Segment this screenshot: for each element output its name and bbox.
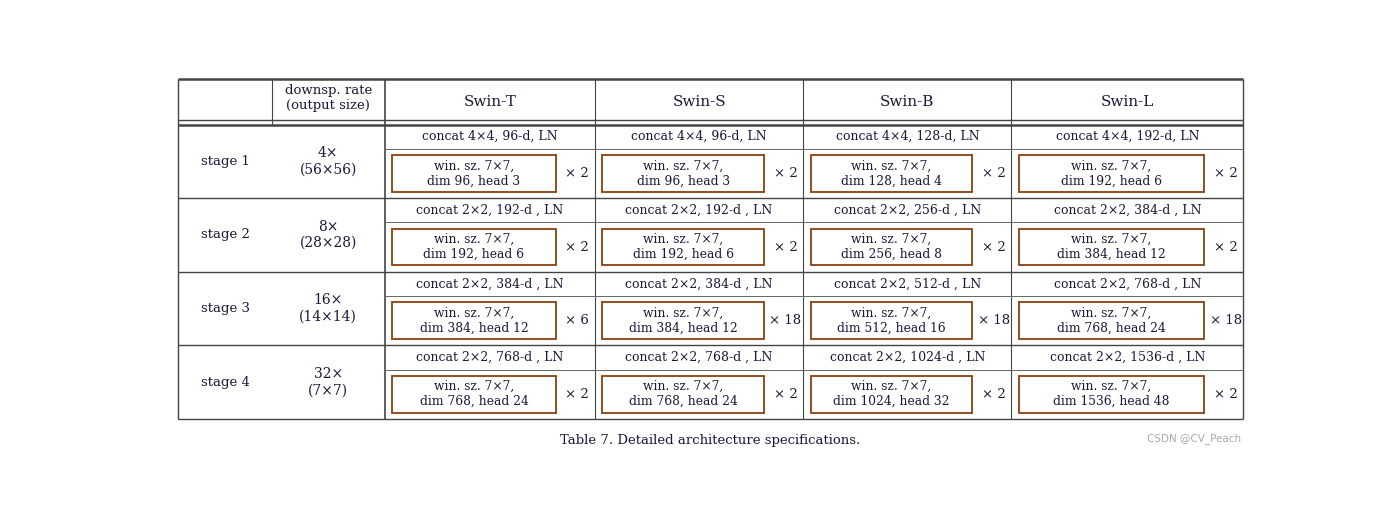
Bar (392, 376, 555, 412)
Text: × 2: × 2 (565, 388, 589, 401)
Text: win. sz. 7×7,
dim 768, head 24: win. sz. 7×7, dim 768, head 24 (1057, 307, 1166, 335)
Bar (392, 155, 555, 192)
Text: Swin-S: Swin-S (672, 94, 726, 109)
Text: concat 4×4, 96-d, LN: concat 4×4, 96-d, LN (422, 130, 558, 143)
Bar (1019, 155, 1204, 192)
Text: × 18: × 18 (978, 314, 1010, 327)
Text: win. sz. 7×7,
dim 256, head 8: win. sz. 7×7, dim 256, head 8 (841, 233, 942, 261)
Text: concat 2×2, 768-d , LN: concat 2×2, 768-d , LN (626, 351, 773, 364)
Text: × 2: × 2 (982, 388, 1006, 401)
Text: Swin-B: Swin-B (879, 94, 935, 109)
Bar (392, 229, 555, 265)
Text: × 6: × 6 (565, 314, 589, 327)
Text: win. sz. 7×7,
dim 512, head 16: win. sz. 7×7, dim 512, head 16 (837, 307, 946, 335)
Text: CSDN @CV_Peach: CSDN @CV_Peach (1147, 433, 1241, 443)
Text: win. sz. 7×7,
dim 1024, head 32: win. sz. 7×7, dim 1024, head 32 (834, 380, 950, 408)
Text: concat 2×2, 768-d , LN: concat 2×2, 768-d , LN (416, 351, 564, 364)
Text: concat 2×2, 256-d , LN: concat 2×2, 256-d , LN (834, 204, 981, 217)
Bar (392, 302, 555, 339)
Bar (810, 376, 972, 412)
Text: × 2: × 2 (774, 388, 798, 401)
Text: win. sz. 7×7,
dim 192, head 6: win. sz. 7×7, dim 192, head 6 (424, 233, 525, 261)
Text: stage 2: stage 2 (201, 229, 249, 241)
Text: × 2: × 2 (774, 167, 798, 180)
Text: × 2: × 2 (774, 240, 798, 253)
Text: Table 7. Detailed architecture specifications.: Table 7. Detailed architecture specifica… (560, 434, 860, 447)
Text: × 2: × 2 (1213, 388, 1237, 401)
Text: concat 2×2, 384-d , LN: concat 2×2, 384-d , LN (416, 277, 564, 291)
Bar (810, 155, 972, 192)
Bar (810, 302, 972, 339)
Text: win. sz. 7×7,
dim 1536, head 48: win. sz. 7×7, dim 1536, head 48 (1053, 380, 1170, 408)
Text: concat 4×4, 192-d, LN: concat 4×4, 192-d, LN (1055, 130, 1199, 143)
Text: win. sz. 7×7,
dim 96, head 3: win. sz. 7×7, dim 96, head 3 (428, 160, 521, 187)
Text: stage 3: stage 3 (201, 302, 249, 315)
Text: win. sz. 7×7,
dim 768, head 24: win. sz. 7×7, dim 768, head 24 (629, 380, 738, 408)
Text: concat 2×2, 768-d , LN: concat 2×2, 768-d , LN (1054, 277, 1201, 291)
Text: 16×
(14×14): 16× (14×14) (299, 294, 357, 324)
Text: concat 4×4, 96-d, LN: concat 4×4, 96-d, LN (632, 130, 767, 143)
Text: × 2: × 2 (982, 240, 1006, 253)
Text: concat 2×2, 192-d , LN: concat 2×2, 192-d , LN (626, 204, 773, 217)
Bar (602, 302, 765, 339)
Text: win. sz. 7×7,
dim 384, head 12: win. sz. 7×7, dim 384, head 12 (1057, 233, 1166, 261)
Text: × 18: × 18 (770, 314, 802, 327)
Text: stage 1: stage 1 (201, 155, 249, 168)
Text: concat 2×2, 1536-d , LN: concat 2×2, 1536-d , LN (1050, 351, 1205, 364)
Bar (1019, 229, 1204, 265)
Text: concat 2×2, 384-d , LN: concat 2×2, 384-d , LN (1054, 204, 1201, 217)
Text: stage 4: stage 4 (201, 375, 249, 389)
Text: × 18: × 18 (1209, 314, 1241, 327)
Text: Swin-T: Swin-T (464, 94, 517, 109)
Text: × 2: × 2 (565, 167, 589, 180)
Bar (1019, 302, 1204, 339)
Text: concat 2×2, 384-d , LN: concat 2×2, 384-d , LN (626, 277, 773, 291)
Text: win. sz. 7×7,
dim 384, head 12: win. sz. 7×7, dim 384, head 12 (420, 307, 528, 335)
Text: win. sz. 7×7,
dim 768, head 24: win. sz. 7×7, dim 768, head 24 (420, 380, 528, 408)
Text: Swin-L: Swin-L (1101, 94, 1154, 109)
Text: win. sz. 7×7,
dim 192, head 6: win. sz. 7×7, dim 192, head 6 (1061, 160, 1162, 187)
Bar (1019, 376, 1204, 412)
Text: concat 2×2, 192-d , LN: concat 2×2, 192-d , LN (416, 204, 564, 217)
Bar (602, 376, 765, 412)
Text: 32×
(7×7): 32× (7×7) (309, 367, 348, 397)
Text: concat 4×4, 128-d, LN: concat 4×4, 128-d, LN (835, 130, 979, 143)
Bar (602, 155, 765, 192)
Text: win. sz. 7×7,
dim 384, head 12: win. sz. 7×7, dim 384, head 12 (629, 307, 738, 335)
Text: concat 2×2, 512-d , LN: concat 2×2, 512-d , LN (834, 277, 981, 291)
Text: win. sz. 7×7,
dim 192, head 6: win. sz. 7×7, dim 192, head 6 (633, 233, 734, 261)
Bar (602, 229, 765, 265)
Text: 4×
(56×56): 4× (56×56) (299, 146, 357, 176)
Text: win. sz. 7×7,
dim 96, head 3: win. sz. 7×7, dim 96, head 3 (637, 160, 730, 187)
Text: downsp. rate
(output size): downsp. rate (output size) (284, 84, 371, 112)
Bar (810, 229, 972, 265)
Text: concat 2×2, 1024-d , LN: concat 2×2, 1024-d , LN (830, 351, 985, 364)
Text: × 2: × 2 (982, 167, 1006, 180)
Text: × 2: × 2 (565, 240, 589, 253)
Text: 8×
(28×28): 8× (28×28) (299, 220, 357, 250)
Text: win. sz. 7×7,
dim 128, head 4: win. sz. 7×7, dim 128, head 4 (841, 160, 942, 187)
Text: × 2: × 2 (1213, 240, 1237, 253)
Text: × 2: × 2 (1213, 167, 1237, 180)
